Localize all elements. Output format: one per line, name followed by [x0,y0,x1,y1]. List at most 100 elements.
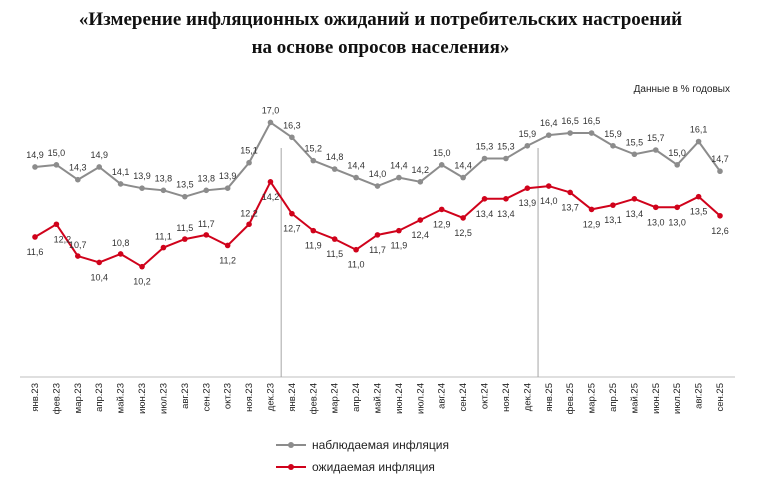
chart-title: «Измерение инфляционных ожиданий и потре… [0,6,761,62]
expected-data-label: 12,2 [240,208,258,218]
expected-point [310,227,317,234]
expected-data-label: 11,5 [176,223,193,233]
expected-data-label: 13,0 [668,217,686,227]
observed-point [53,162,60,168]
expected-point [695,193,702,200]
expected-data-label: 11,7 [369,245,386,255]
expected-data-label: 13,9 [519,198,537,208]
observed-point [652,147,659,153]
expected-point [224,242,231,249]
observed-point [203,187,210,194]
expected-data-label: 12,4 [412,230,430,240]
x-tick-label: июн.24 [394,383,405,414]
observed-point [417,179,424,185]
expected-point [53,221,60,228]
observed-point [289,134,295,141]
observed-point [567,130,573,136]
x-tick-label: июл.25 [672,383,683,414]
observed-data-label: 16,3 [283,120,301,130]
expected-data-label: 10,7 [69,240,87,250]
expected-point [460,215,466,221]
observed-data-label: 15,7 [647,133,665,143]
observed-data-label: 14,7 [711,154,729,164]
observed-point [139,185,145,191]
observed-data-label: 16,1 [690,125,708,135]
expected-point [588,206,595,213]
observed-point [460,174,466,181]
x-tick-label: ноя.23 [244,383,255,412]
observed-point [32,164,38,170]
expected-point [417,217,424,223]
observed-data-label: 14,4 [347,161,365,171]
observed-point [374,183,381,189]
observed-point [545,132,552,138]
expected-point [182,236,188,242]
observed-point [695,138,702,145]
chart-title-line-1: «Измерение инфляционных ожиданий и потре… [78,9,683,30]
observed-data-label: 15,5 [626,137,644,147]
legend-swatch-marker [288,442,294,448]
observed-data-label: 14,4 [390,161,408,171]
observed-point [503,155,509,162]
expected-point [631,196,638,202]
observed-data-label: 15,9 [519,129,537,139]
x-tick-label: апр.23 [94,383,105,412]
observed-data-label: 14,9 [26,150,44,160]
x-tick-label: сен.25 [715,383,726,412]
observed-point [75,176,81,183]
expected-data-label: 11,6 [27,247,44,257]
x-tick-label: апр.25 [608,383,619,412]
x-tick-label: май.25 [629,383,640,413]
observed-point [224,185,231,191]
expected-point [203,232,210,238]
observed-data-label: 14,2 [412,165,430,175]
observed-point [631,151,638,158]
expected-data-label: 13,4 [476,209,494,219]
observed-point [182,193,188,200]
expected-point [246,221,252,228]
expected-point [652,204,659,211]
expected-data-label: 13,4 [626,209,644,219]
x-tick-label: фев.25 [565,383,576,414]
expected-data-label: 10,8 [112,238,130,248]
observed-data-label: 15,1 [240,146,258,156]
expected-point [374,232,381,238]
observed-data-label: 14,4 [454,161,472,171]
expected-point [438,206,445,213]
expected-data-label: 11,0 [348,260,365,270]
expected-data-label: 11,9 [305,241,322,251]
units-note: Данные в % годовых [633,84,730,95]
expected-data-label: 10,2 [133,277,151,287]
observed-point [160,187,167,194]
observed-data-label: 13,5 [176,180,194,190]
expected-point [717,212,723,219]
x-tick-label: июл.23 [158,383,169,414]
x-tick-label: апр.24 [351,383,362,412]
expected-point [503,196,509,202]
expected-point [610,202,616,208]
observed-data-label: 16,4 [540,118,558,128]
x-tick-label: мар.24 [330,383,341,413]
observed-data-label: 16,5 [561,116,579,126]
observed-point [481,155,488,162]
expected-data-label: 12,9 [433,219,451,229]
x-tick-label: окт.24 [480,383,491,409]
expected-point [160,244,167,251]
expected-point [267,179,274,185]
x-tick-label: май.23 [116,383,127,413]
observed-point [588,130,595,136]
observed-data-label: 15,3 [476,141,494,151]
observed-data-label: 14,8 [326,152,344,162]
observed-data-label: 13,9 [219,171,237,181]
observed-point [396,174,402,181]
observed-data-label: 15,0 [48,148,66,158]
observed-point [353,174,359,181]
expected-point [32,234,38,240]
legend-swatch-marker [288,464,294,470]
observed-data-label: 14,9 [90,150,108,160]
expected-data-label: 12,7 [283,224,301,234]
expected-data-label: 11,9 [390,241,407,251]
x-tick-label: янв.23 [30,383,41,412]
expected-data-label: 11,5 [326,249,343,259]
